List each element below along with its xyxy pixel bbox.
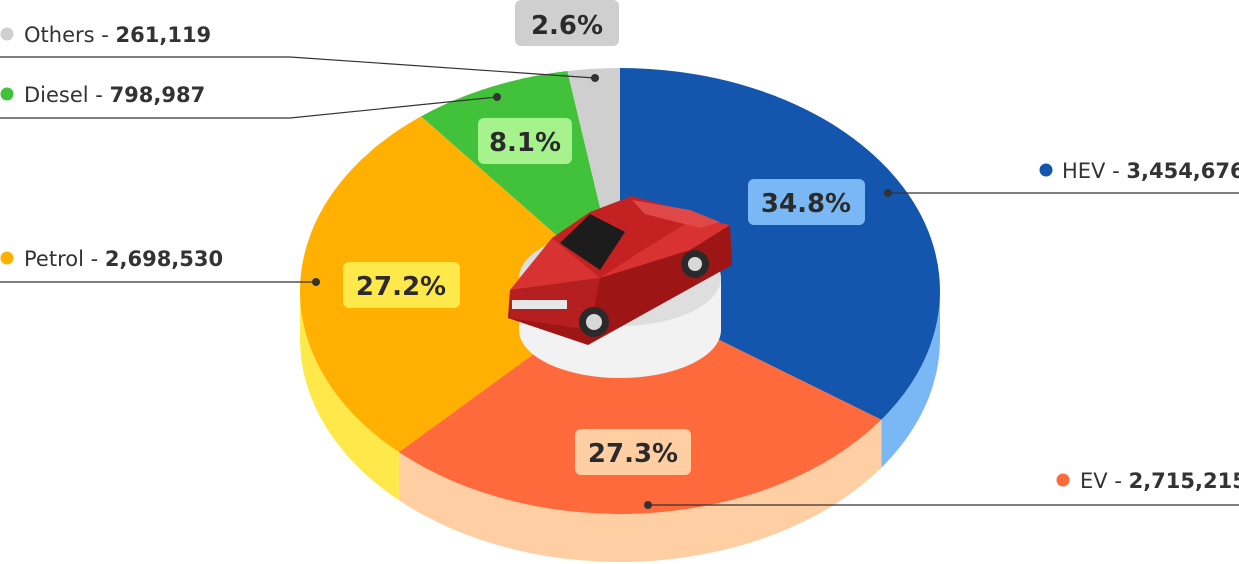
pie-slice-hev [620, 68, 941, 420]
legend-dot-ev [1056, 473, 1070, 487]
badge-others: 2.6% [515, 0, 619, 46]
legend-value-ev: 2,715,215 [1129, 469, 1239, 493]
legend-item-ev: EV - 2,715,215 [1056, 469, 1239, 493]
legend-dot-others [0, 27, 14, 41]
leader-line-others [0, 56, 596, 79]
red-car-icon [508, 196, 732, 345]
badge-hev: 34.8% [748, 179, 865, 225]
legend-name-diesel: Diesel [24, 83, 89, 107]
svg-text:Others - 261,119: Others - 261,119 [24, 23, 211, 47]
pie-side-walls [300, 291, 940, 562]
legend-dot-diesel [0, 87, 14, 101]
legend-dot-hev [1039, 163, 1053, 177]
percent-label-petrol: 27.2% [356, 272, 446, 302]
pie-slice-ev [398, 291, 882, 515]
svg-text:Petrol - 2,698,530: Petrol - 2,698,530 [24, 247, 223, 271]
leader-line-diesel [0, 96, 498, 119]
legend-item-diesel: Diesel - 798,987 [0, 83, 205, 107]
percent-label-hev: 34.8% [761, 189, 851, 219]
leader-lines [0, 56, 1239, 506]
legend-name-ev: EV [1080, 469, 1108, 493]
svg-text:EV - 2,715,215: EV - 2,715,215 [1080, 469, 1239, 493]
percent-label-others: 2.6% [531, 11, 603, 41]
legend-item-petrol: Petrol - 2,698,530 [0, 247, 223, 271]
legend-sep-diesel: - [89, 83, 110, 107]
legend-name-petrol: Petrol [24, 247, 84, 271]
legend-name-hev: HEV [1062, 159, 1106, 183]
legend-value-others: 261,119 [116, 23, 212, 47]
legend-dot-petrol [0, 251, 14, 265]
badge-diesel: 8.1% [478, 118, 572, 164]
legend-sep-others: - [95, 23, 116, 47]
pie-wall-hev [881, 291, 940, 468]
legend-value-hev: 3,454,676 [1126, 159, 1239, 183]
pie-wall-petrol [300, 291, 399, 501]
legend-sep-petrol: - [84, 247, 105, 271]
svg-text:Diesel - 798,987: Diesel - 798,987 [24, 83, 205, 107]
legend-item-others: Others - 261,119 [0, 23, 211, 47]
leader-dots [312, 74, 892, 509]
legend-item-hev: HEV - 3,454,676 [1039, 159, 1239, 183]
legend-value-petrol: 2,698,530 [105, 247, 223, 271]
badge-ev: 27.3% [575, 429, 691, 475]
legend-sep-ev: - [1108, 469, 1129, 493]
legend-name-others: Others [24, 23, 95, 47]
percent-label-ev: 27.3% [588, 439, 678, 469]
percent-label-diesel: 8.1% [489, 128, 561, 158]
pie-wall-ev [398, 419, 882, 562]
legend-sep-hev: - [1105, 159, 1126, 183]
svg-text:HEV - 3,454,676: HEV - 3,454,676 [1062, 159, 1239, 183]
center-car-illustration [508, 196, 732, 378]
badge-petrol: 27.2% [343, 262, 460, 308]
legend-value-diesel: 798,987 [110, 83, 206, 107]
